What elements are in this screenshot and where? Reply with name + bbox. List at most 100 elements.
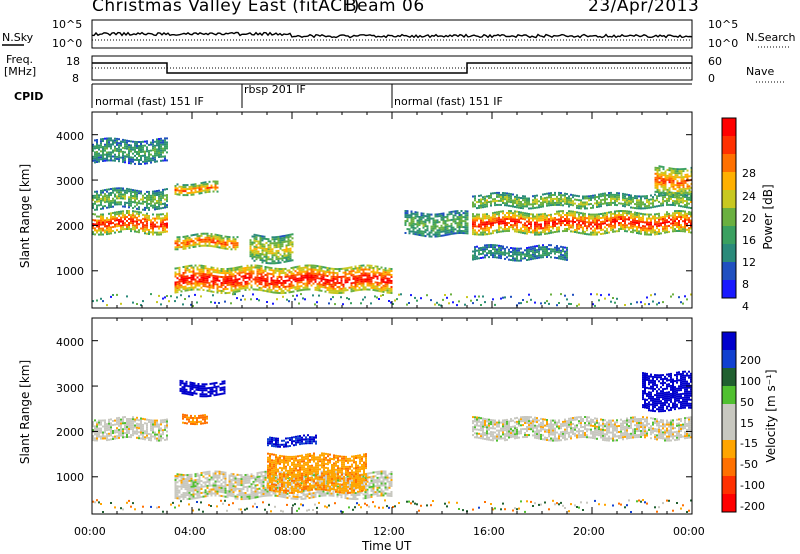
data-cell: [570, 226, 572, 229]
data-cell: [94, 425, 96, 428]
data-cell: [386, 287, 389, 290]
data-cell: [232, 269, 235, 272]
data-cell: [106, 217, 108, 220]
data-cell: [672, 177, 675, 180]
data-cell: [638, 199, 640, 202]
data-cell: [506, 222, 508, 224]
data-cell: [650, 225, 652, 228]
data-cell: [114, 217, 116, 220]
data-cell: [242, 287, 245, 290]
data-cell: [280, 270, 283, 273]
data-cell: [528, 201, 530, 204]
data-cell: [508, 200, 510, 203]
data-cell: [204, 283, 207, 286]
data-cell: [442, 226, 445, 229]
data-cell: [300, 277, 303, 280]
data-cell: [100, 437, 102, 440]
data-cell: [526, 216, 528, 219]
data-cell: [476, 245, 478, 248]
data-cell: [484, 213, 486, 216]
data-cell: [550, 219, 552, 222]
data-cell: [554, 225, 556, 227]
data-cell: [550, 196, 552, 199]
data-cell: [666, 229, 668, 232]
data-cell: [214, 186, 217, 189]
data-cell: [274, 269, 277, 272]
data-cell: [580, 203, 582, 206]
data-cell: [257, 242, 260, 245]
data-cell: [136, 195, 138, 198]
ground-scatter-cell: [494, 303, 496, 306]
data-cell: [664, 196, 666, 199]
data-cell: [492, 244, 494, 247]
data-cell: [102, 217, 104, 220]
data-cell: [342, 285, 345, 288]
data-cell: [306, 276, 309, 279]
data-cell: [142, 225, 144, 228]
data-cell: [272, 269, 275, 272]
data-cell: [600, 199, 602, 202]
ground-scatter-cell: [150, 293, 152, 296]
data-cell: [152, 221, 154, 224]
data-cell: [556, 249, 558, 251]
data-cell: [526, 201, 528, 204]
data-cell: [198, 192, 201, 195]
data-cell: [366, 276, 369, 279]
data-cell: [542, 256, 544, 259]
data-cell: [676, 174, 679, 177]
data-cell: [136, 216, 138, 219]
data-cell: [512, 220, 514, 223]
data-cell: [648, 221, 650, 224]
data-cell: [328, 279, 331, 282]
data-cell: [184, 237, 187, 240]
data-cell: [490, 232, 492, 235]
ground-scatter-cell: [378, 298, 380, 300]
data-cell: [180, 274, 183, 277]
data-cell: [312, 282, 315, 285]
data-cell: [156, 202, 158, 204]
data-cell: [454, 212, 457, 215]
data-cell: [494, 246, 496, 249]
data-cell: [674, 184, 677, 187]
data-cell: [98, 144, 100, 147]
data-cell: [512, 199, 514, 202]
data-cell: [528, 258, 530, 261]
data-cell: [134, 195, 136, 198]
data-cell: [510, 259, 512, 261]
data-cell: [259, 239, 262, 241]
data-cell: [548, 228, 550, 231]
data-cell: [544, 224, 546, 227]
data-cell: [372, 289, 375, 291]
data-cell: [360, 284, 363, 287]
data-cell: [668, 179, 671, 182]
data-cell: [642, 207, 644, 210]
data-cell: [490, 216, 492, 219]
ground-scatter-cell: [258, 299, 260, 302]
data-cell: [104, 189, 106, 192]
data-cell: [328, 287, 331, 290]
data-cell: [214, 271, 217, 274]
data-cell: [120, 156, 122, 159]
data-cell: [682, 186, 685, 189]
data-cell: [584, 220, 586, 223]
data-cell: [259, 237, 262, 239]
data-cell: [94, 147, 96, 150]
data-cell: [92, 225, 94, 228]
data-cell: [598, 225, 600, 228]
data-cell: [292, 276, 295, 279]
data-cell: [164, 230, 166, 233]
data-cell: [558, 203, 560, 206]
data-cell: [380, 274, 383, 277]
data-cell: [354, 289, 357, 292]
data-cell: [656, 213, 658, 216]
data-cell: [265, 256, 268, 258]
data-cell: [126, 143, 128, 146]
data-cell: [288, 275, 291, 278]
data-cell: [610, 203, 612, 206]
data-cell: [132, 197, 134, 200]
data-cell: [314, 276, 317, 279]
data-cell: [488, 216, 490, 219]
data-cell: [528, 229, 530, 231]
data-cell: [162, 196, 164, 199]
data-cell: [670, 222, 672, 225]
